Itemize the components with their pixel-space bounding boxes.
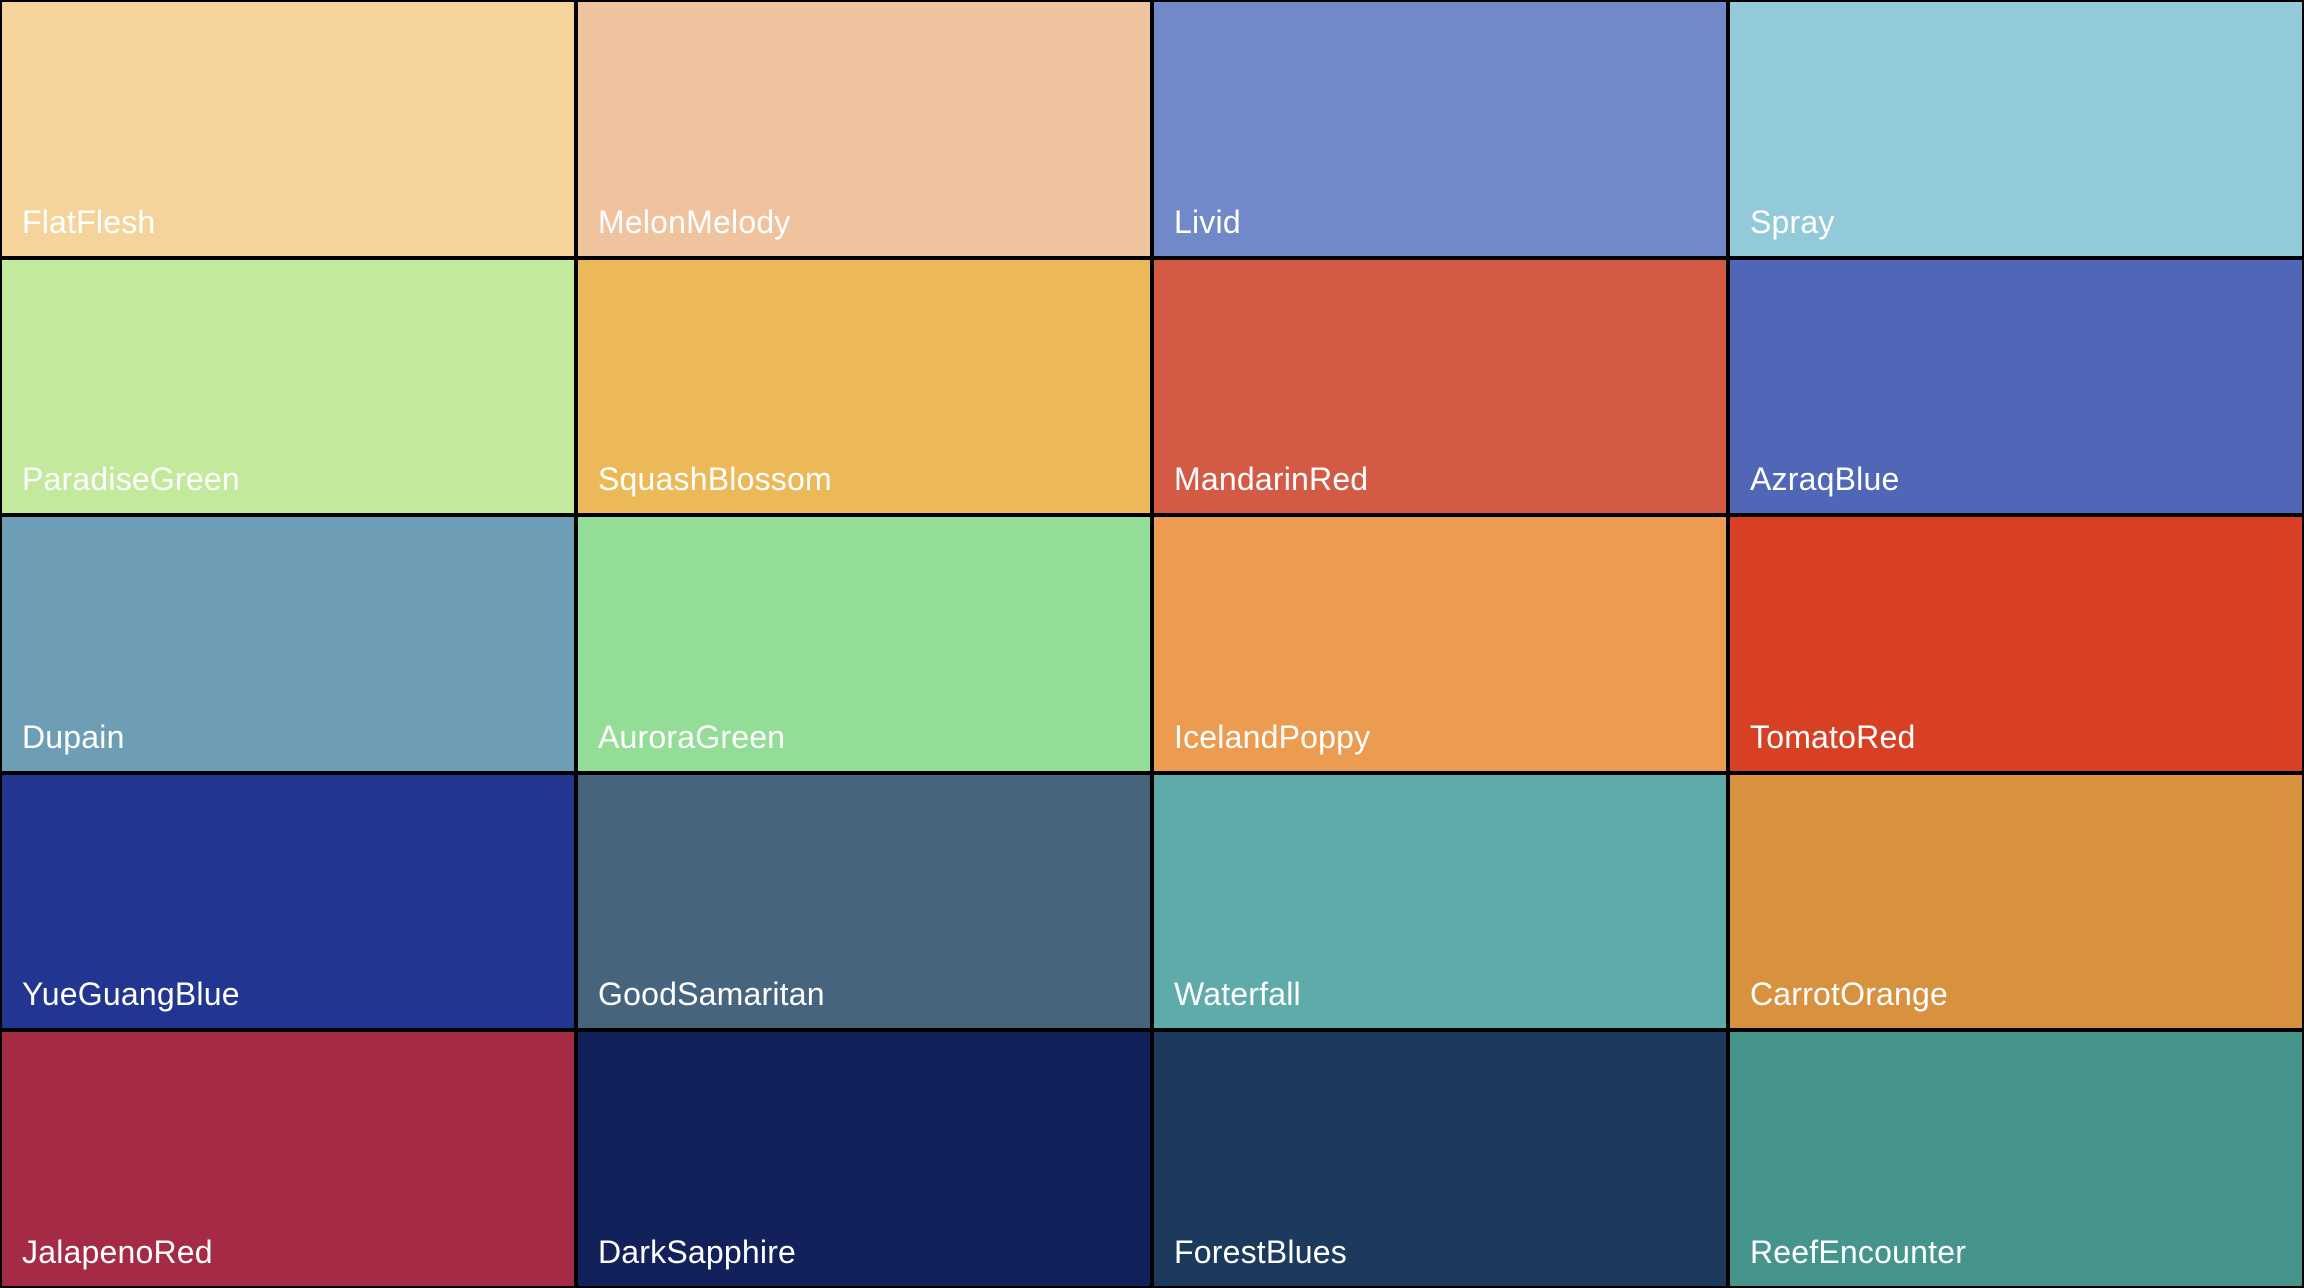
swatch-label: YueGuangBlue — [22, 976, 240, 1013]
swatch-label: CarrotOrange — [1750, 976, 1949, 1013]
swatch-good-samaritan[interactable]: GoodSamaritan — [578, 774, 1150, 1029]
swatch-label: Waterfall — [1174, 976, 1301, 1013]
swatch-label: ParadiseGreen — [22, 461, 240, 498]
swatch-label: ReefEncounter — [1750, 1234, 1967, 1270]
swatch-label: Livid — [1174, 203, 1241, 240]
swatch-label: MandarinRed — [1174, 461, 1369, 498]
swatch-aurora-green[interactable]: AuroraGreen — [578, 517, 1150, 771]
swatch-iceland-poppy[interactable]: IcelandPoppy — [1154, 517, 1726, 771]
swatch-waterfall[interactable]: Waterfall — [1154, 774, 1726, 1029]
swatch-label: Spray — [1750, 203, 1835, 240]
swatch-label: AuroraGreen — [598, 718, 786, 755]
swatch-label: AzraqBlue — [1750, 461, 1900, 498]
swatch-label: Dupain — [22, 718, 125, 755]
swatch-paradise-green[interactable]: ParadiseGreen — [2, 259, 574, 514]
swatch-label: SquashBlossom — [598, 461, 832, 498]
swatch-reef-encounter[interactable]: ReefEncounter — [1730, 1032, 2302, 1286]
swatch-label: IcelandPoppy — [1174, 718, 1371, 755]
swatch-tomato-red[interactable]: TomatoRed — [1730, 517, 2302, 771]
swatch-mandarin-red[interactable]: MandarinRed — [1154, 259, 1726, 514]
swatch-carrot-orange[interactable]: CarrotOrange — [1730, 774, 2302, 1029]
swatch-label: MelonMelody — [598, 203, 791, 240]
swatch-label: ForestBlues — [1174, 1234, 1347, 1270]
swatch-spray[interactable]: Spray — [1730, 2, 2302, 256]
swatch-flat-flesh[interactable]: FlatFlesh — [2, 2, 574, 256]
swatch-melon-melody[interactable]: MelonMelody — [578, 2, 1150, 256]
swatch-label: FlatFlesh — [22, 203, 156, 240]
swatch-dark-sapphire[interactable]: DarkSapphire — [578, 1032, 1150, 1286]
swatch-dupain[interactable]: Dupain — [2, 517, 574, 771]
swatch-label: TomatoRed — [1750, 718, 1916, 755]
swatch-forest-blues[interactable]: ForestBlues — [1154, 1032, 1726, 1286]
swatch-label: JalapenoRed — [22, 1234, 213, 1270]
swatch-label: GoodSamaritan — [598, 976, 825, 1013]
swatch-label: DarkSapphire — [598, 1234, 797, 1270]
swatch-azraq-blue[interactable]: AzraqBlue — [1730, 259, 2302, 514]
swatch-squash-blossom[interactable]: SquashBlossom — [578, 259, 1150, 514]
swatch-jalapeno-red[interactable]: JalapenoRed — [2, 1032, 574, 1286]
swatch-livid[interactable]: Livid — [1154, 2, 1726, 256]
swatch-yue-guang-blue[interactable]: YueGuangBlue — [2, 774, 574, 1029]
